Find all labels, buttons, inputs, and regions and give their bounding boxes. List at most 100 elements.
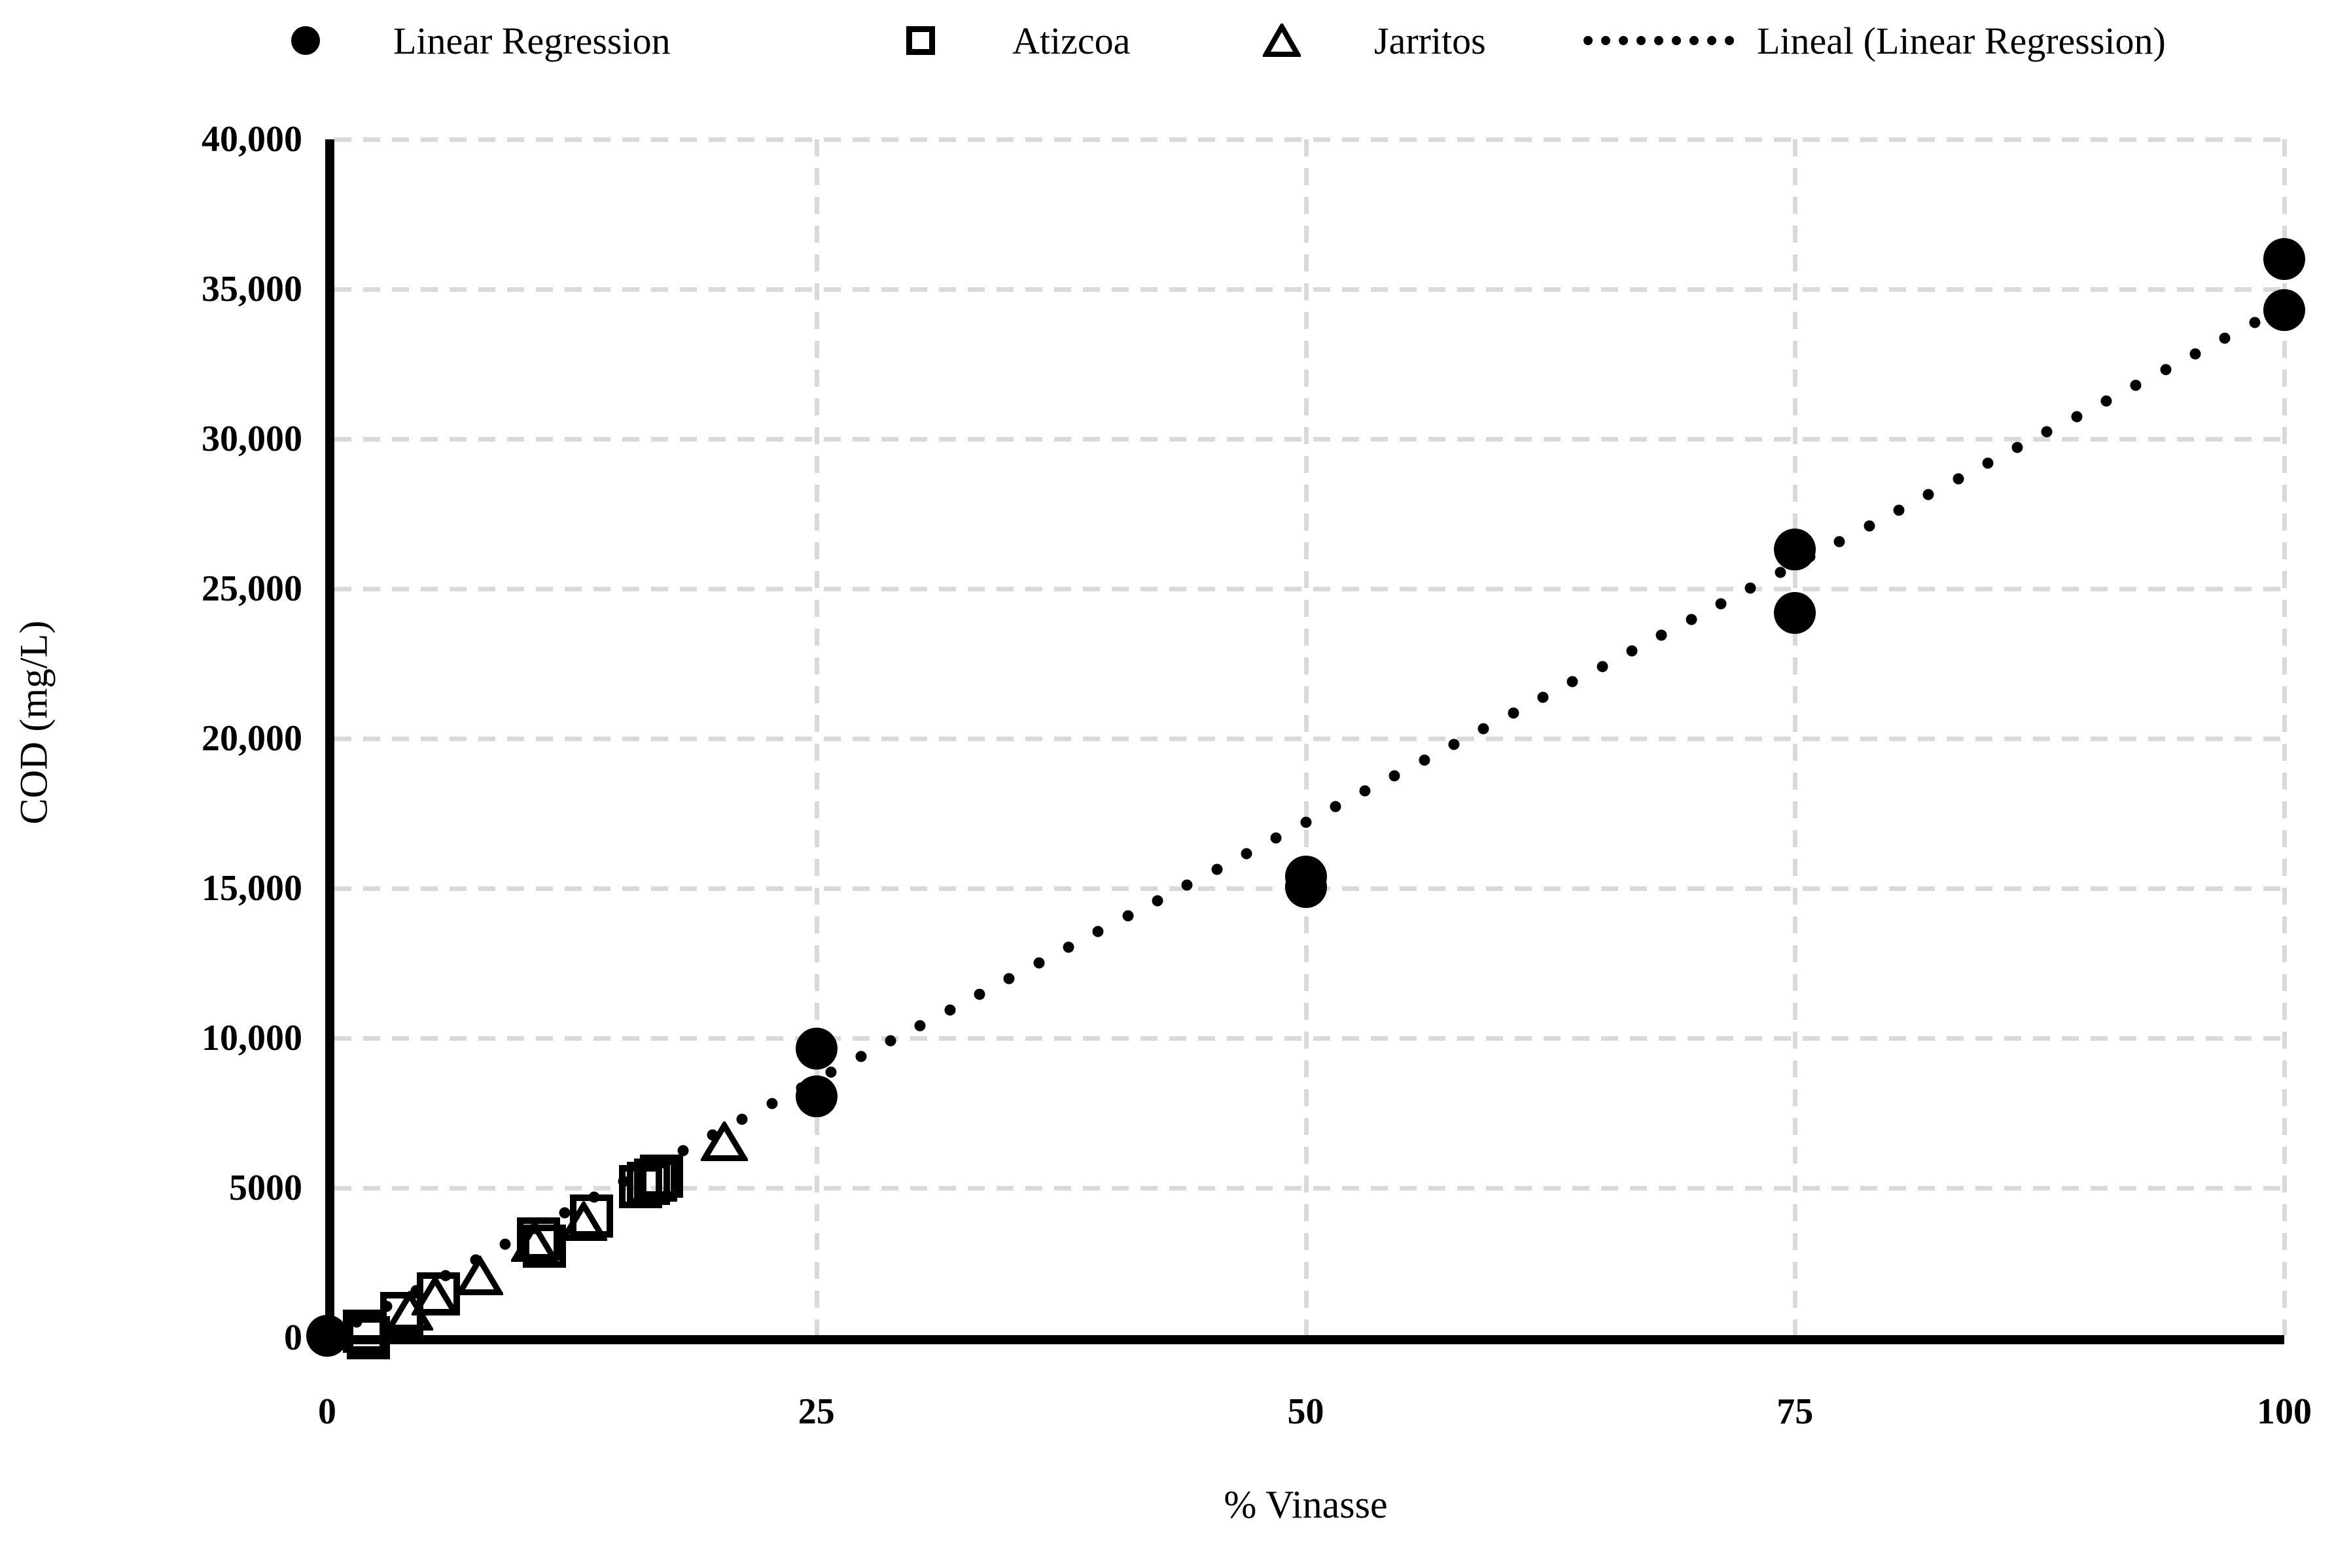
y-tick-label: 40,000 (202, 119, 302, 160)
trendline-dot (2011, 442, 2023, 453)
data-point-jarritos (510, 1220, 559, 1266)
data-point-linear-regression (2263, 238, 2305, 281)
trendline-dot (944, 1004, 956, 1016)
trendline-dot (974, 988, 985, 1000)
gridline-vertical (814, 139, 819, 1335)
legend-label: Jarritos (1374, 19, 1486, 62)
data-point-jarritos (410, 1274, 460, 1320)
trendline-dot (2160, 364, 2172, 375)
gridline-horizontal (334, 287, 2284, 292)
x-tick-label: 50 (1287, 1391, 1324, 1432)
trendline-dot (1626, 645, 1638, 657)
trendline-dot (1953, 473, 1964, 485)
x-tick-label: 100 (2257, 1391, 2312, 1432)
trendline-dot (1864, 520, 1875, 532)
legend-item-linear-regression: Linear Regression (291, 9, 671, 72)
trendline-dot (2071, 411, 2083, 423)
trendline-dot (1833, 536, 1845, 548)
y-axis-line (325, 139, 334, 1347)
legend-label: Lineal (Linear Regression) (1757, 19, 2166, 62)
trendline-dot (1003, 973, 1015, 984)
trendline-dot (1122, 910, 1134, 922)
y-tick-label: 35,000 (202, 269, 302, 309)
trendline-dot (1152, 895, 1163, 907)
trendline-dot (2219, 332, 2231, 344)
trendline-dot (2041, 426, 2053, 438)
trendline-dot (559, 1207, 571, 1219)
trendline-dot (1686, 614, 1697, 625)
data-point-linear-regression (1774, 591, 1816, 634)
trendline-dot (766, 1098, 778, 1109)
gridline-horizontal (334, 437, 2284, 442)
trendline-dot (1597, 661, 1608, 672)
x-axis-title: % Vinasse (1224, 1483, 1388, 1526)
trendline-dot (1715, 598, 1727, 610)
trendline-dot (2100, 395, 2112, 407)
trendline-dot (1211, 863, 1223, 875)
gridline-vertical (1303, 139, 1309, 1335)
trendline-dot (1063, 941, 1074, 953)
y-tick-label: 25,000 (202, 568, 302, 609)
data-point-atizcoa (523, 1225, 566, 1268)
trendline-dot (1270, 832, 1282, 844)
trendline-dot (855, 1051, 867, 1062)
trendline-dot (736, 1113, 748, 1125)
trendline-dot (1982, 457, 1994, 469)
y-tick-label: 30,000 (202, 419, 302, 459)
y-tick-label: 0 (284, 1317, 302, 1358)
legend-item-jarritos: Jarritos (1263, 9, 1486, 72)
data-point-atizcoa (626, 1161, 670, 1205)
trendline-dot (2249, 317, 2261, 328)
trendline-dot (1330, 801, 1341, 812)
gridline-horizontal (334, 587, 2284, 591)
gridline-horizontal (334, 1186, 2284, 1191)
trendline-dot (1300, 816, 1311, 828)
data-point-linear-regression (795, 1075, 838, 1118)
trendline-dot (1893, 504, 1905, 516)
trendline-dot (914, 1020, 926, 1032)
trendline-dot (1388, 770, 1400, 782)
trendline-dot (1359, 785, 1371, 797)
open-triangle-icon (1263, 24, 1301, 58)
trendline-dot (1566, 676, 1578, 688)
x-tick-label: 75 (1777, 1391, 1814, 1432)
trendline-dot (1744, 582, 1756, 594)
legend-label: Atizcoa (1012, 19, 1131, 62)
y-tick-label: 5000 (229, 1168, 302, 1208)
trendline-dot (1448, 739, 1460, 750)
trendline-dot (1419, 754, 1430, 766)
data-point-linear-regression (795, 1028, 838, 1070)
trendline-dot (2130, 379, 2142, 391)
data-point-linear-regression (1284, 865, 1327, 908)
x-tick-label: 0 (318, 1391, 336, 1432)
dotted-line-icon (1583, 36, 1742, 45)
legend-item-atizcoa: Atizcoa (906, 9, 1130, 72)
trendline-dot (1241, 848, 1252, 860)
data-point-atizcoa (640, 1154, 684, 1198)
trendline-dot (1477, 723, 1489, 735)
legend-item-lineal: Lineal (Linear Regression) (1583, 9, 2166, 72)
data-point-atizcoa (569, 1194, 613, 1238)
trendline-dot (825, 1066, 837, 1078)
gridline-vertical (2282, 139, 2287, 1335)
gridline-horizontal (334, 1036, 2284, 1041)
legend-label: Linear Regression (393, 19, 671, 62)
gridline-horizontal (334, 737, 2284, 741)
y-tick-label: 20,000 (202, 718, 302, 759)
y-tick-label: 10,000 (202, 1018, 302, 1058)
trendline-dot (1537, 691, 1549, 703)
data-point-linear-regression (1774, 529, 1816, 571)
open-square-icon (906, 26, 935, 55)
y-axis-title: COD (mg/L) (12, 620, 56, 825)
trendline-dot (1033, 957, 1045, 969)
data-point-atizcoa (634, 1158, 678, 1202)
gridline-horizontal (334, 137, 2284, 142)
filled-circle-icon (291, 26, 320, 55)
trendline-dot (2189, 348, 2201, 360)
data-point-jarritos (455, 1254, 505, 1300)
trendline-dot (1508, 707, 1519, 719)
gridline-vertical (1793, 139, 1798, 1335)
trendline-dot (1181, 879, 1193, 891)
y-tick-label: 15,000 (202, 868, 302, 909)
